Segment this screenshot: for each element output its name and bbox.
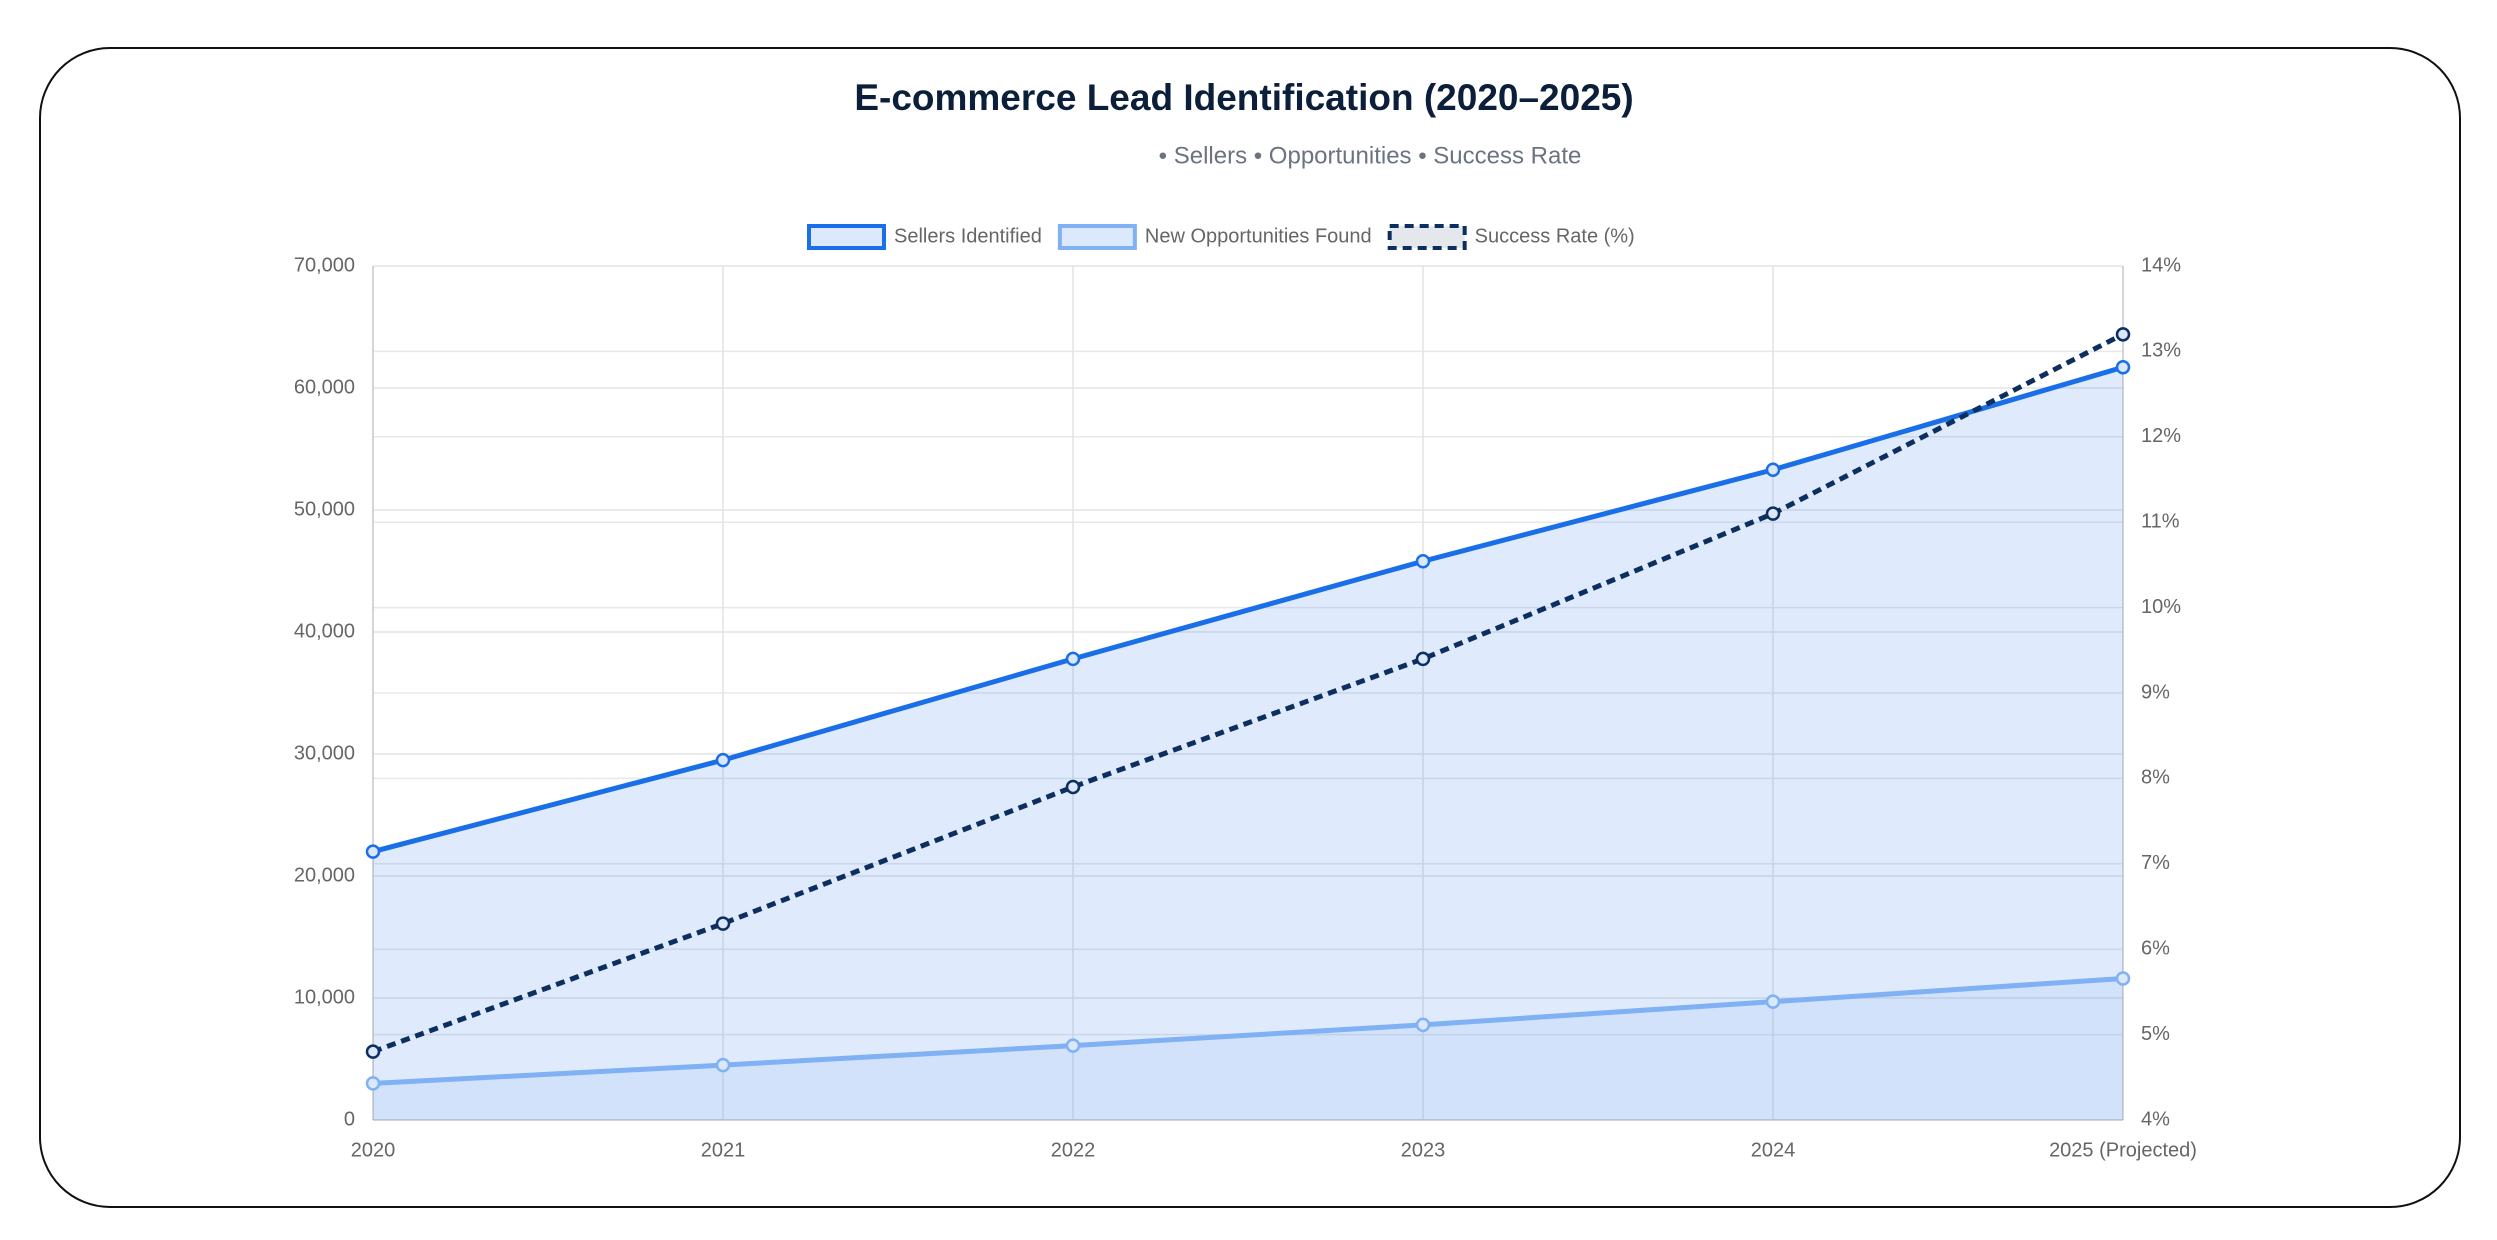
y2-tick-label: 10%	[2141, 596, 2181, 618]
x-tick-label: 2024	[1751, 1139, 1796, 1161]
legend-label: New Opportunities Found	[1145, 225, 1372, 247]
chart-title: E-commerce Lead Identification (2020–202…	[854, 77, 1633, 118]
x-tick-label: 2020	[351, 1139, 396, 1161]
line	[372, 975, 2124, 1086]
legend-label: Success Rate (%)	[1475, 225, 1635, 247]
y2-tick-label: 5%	[2141, 1023, 2170, 1045]
point	[1415, 1017, 1431, 1033]
point	[2115, 971, 2131, 986]
x-tick-label: 2025 (Projected)	[2049, 1139, 2197, 1161]
y2-tick-label: 12%	[2141, 425, 2181, 447]
point	[1065, 651, 1081, 667]
point	[1765, 994, 1781, 1009]
x-tick-label: 2023	[1401, 1139, 1446, 1161]
point	[1065, 1038, 1081, 1053]
y2-tick-label: 8%	[2141, 767, 2170, 789]
point	[715, 916, 731, 931]
point	[2115, 327, 2131, 342]
y2-tick-label: 11%	[2141, 510, 2180, 532]
area	[373, 978, 2123, 1120]
y2-tick-label: 7%	[2141, 852, 2170, 874]
y2-tick-label: 9%	[2141, 681, 2170, 703]
area	[373, 367, 2123, 1120]
x-tick-label: 2022	[1051, 1139, 1096, 1161]
line	[372, 364, 2124, 855]
card	[39, 47, 2461, 1208]
point	[1065, 779, 1081, 795]
point	[365, 1076, 381, 1091]
point	[2115, 360, 2131, 375]
x-tick-label: 2021	[701, 1139, 746, 1161]
line	[372, 332, 2125, 1055]
point	[1415, 553, 1431, 569]
y-tick-label: 0	[344, 1108, 355, 1130]
point	[365, 844, 381, 859]
y-tick-label: 10,000	[294, 986, 355, 1008]
point	[1765, 506, 1781, 521]
point	[715, 752, 731, 768]
legend-swatch	[1387, 224, 1467, 250]
y-tick-label: 70,000	[294, 254, 355, 276]
point	[1765, 462, 1781, 477]
y-tick-label: 60,000	[294, 376, 355, 398]
y-tick-label: 30,000	[294, 742, 355, 764]
point	[1415, 651, 1431, 667]
legend-swatch	[1057, 224, 1137, 250]
legend-swatch	[807, 224, 886, 250]
y-tick-label: 50,000	[294, 498, 355, 520]
y2-tick-label: 4%	[2141, 1108, 2170, 1130]
y-tick-label: 20,000	[294, 864, 355, 886]
y-tick-label: 40,000	[294, 620, 355, 642]
y2-tick-label: 14%	[2141, 254, 2181, 276]
point	[365, 1044, 381, 1059]
chart-subtitle: • Sellers • Opportunities • Success Rate	[1159, 142, 1582, 169]
y2-tick-label: 13%	[2141, 340, 2181, 362]
point	[715, 1057, 731, 1073]
y2-tick-label: 6%	[2141, 937, 2170, 959]
legend-label: Sellers Identified	[894, 225, 1042, 247]
